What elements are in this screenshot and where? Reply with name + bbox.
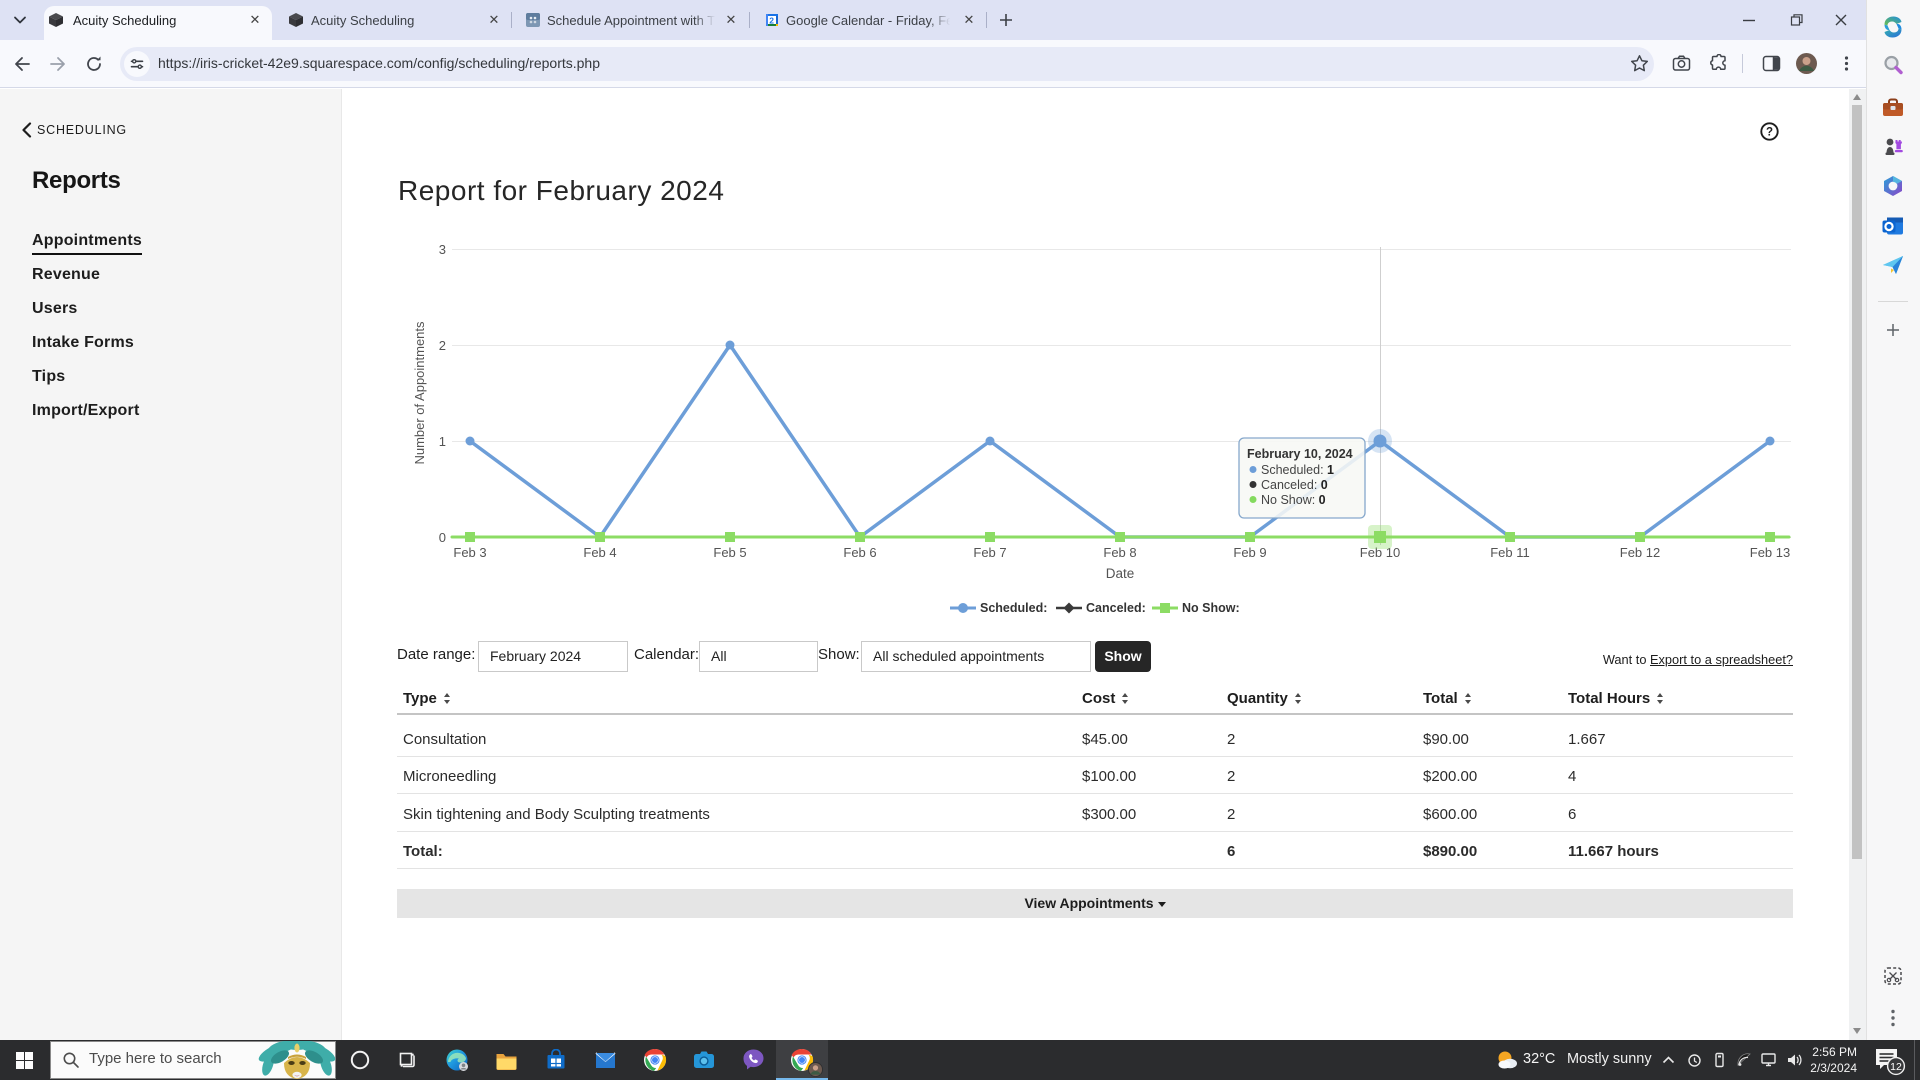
svg-text:No Show:: No Show: xyxy=(1182,601,1240,615)
svg-text:Date: Date xyxy=(1106,566,1135,581)
svg-text:2: 2 xyxy=(439,338,446,353)
svg-text:Feb 11: Feb 11 xyxy=(1490,545,1530,560)
svg-text:Feb 10: Feb 10 xyxy=(1360,545,1400,560)
svg-text:12: 12 xyxy=(1890,1061,1902,1073)
svg-text:Scheduled: 1: Scheduled: 1 xyxy=(1261,463,1334,477)
svg-text:Canceled:: Canceled: xyxy=(1086,601,1146,615)
svg-text:Feb 7: Feb 7 xyxy=(973,545,1006,560)
svg-text:Number of Appointments: Number of Appointments xyxy=(412,321,427,465)
svg-text:Scheduled:: Scheduled: xyxy=(980,601,1047,615)
svg-text:Feb 13: Feb 13 xyxy=(1750,545,1790,560)
svg-text:Canceled: 0: Canceled: 0 xyxy=(1261,478,1328,492)
svg-text:Feb 3: Feb 3 xyxy=(453,545,486,560)
svg-text:Feb 12: Feb 12 xyxy=(1620,545,1660,560)
svg-text:?: ? xyxy=(1766,127,1773,139)
svg-text:2: 2 xyxy=(769,15,774,25)
svg-text:Feb 4: Feb 4 xyxy=(583,545,616,560)
svg-text:No Show: 0: No Show: 0 xyxy=(1261,493,1326,507)
svg-text:0: 0 xyxy=(439,530,446,545)
svg-text:February 10, 2024: February 10, 2024 xyxy=(1247,447,1353,461)
svg-text:1: 1 xyxy=(439,434,446,449)
svg-text:Feb 8: Feb 8 xyxy=(1103,545,1136,560)
svg-text:Feb 9: Feb 9 xyxy=(1233,545,1266,560)
svg-text:Feb 5: Feb 5 xyxy=(713,545,746,560)
svg-text:Feb 6: Feb 6 xyxy=(843,545,876,560)
svg-text:3: 3 xyxy=(439,242,446,257)
